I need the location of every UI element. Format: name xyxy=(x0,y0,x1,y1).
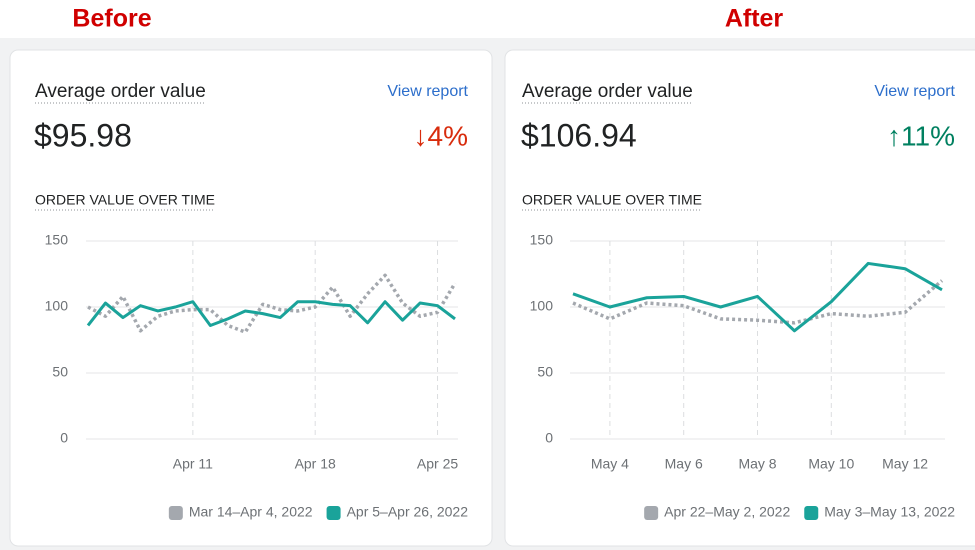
series-line xyxy=(86,300,456,327)
series-line xyxy=(87,273,457,334)
metric-value: $95.98 xyxy=(34,117,132,153)
y-tick-label: 50 xyxy=(52,364,68,380)
card-title: Average order value xyxy=(35,81,206,102)
view-report-link[interactable]: View report xyxy=(874,83,955,100)
x-tick-label: Apr 18 xyxy=(295,456,336,472)
legend-swatch xyxy=(326,506,341,520)
legend-label: Mar 14–Apr 4, 2022 xyxy=(189,504,313,520)
legend-swatch xyxy=(804,506,819,520)
x-tick-label: May 12 xyxy=(882,456,928,472)
change: ↓4% xyxy=(414,120,468,151)
legend-swatch xyxy=(168,506,183,520)
y-tick-label: 0 xyxy=(60,430,68,446)
card xyxy=(9,49,493,547)
x-tick-label: May 10 xyxy=(808,456,854,472)
y-tick-label: 150 xyxy=(45,232,69,248)
view-report-link[interactable]: View report xyxy=(387,83,468,100)
series-line xyxy=(572,279,944,325)
chart-subtitle: ORDER VALUE OVER TIME xyxy=(522,192,702,208)
y-tick-label: 100 xyxy=(45,298,69,314)
metric-value: $106.94 xyxy=(521,117,637,153)
card xyxy=(504,49,975,547)
x-tick-label: Apr 25 xyxy=(417,456,458,472)
panel-label: After xyxy=(725,5,784,33)
x-tick-label: Apr 11 xyxy=(173,456,213,472)
legend-swatch xyxy=(644,506,659,520)
y-tick-label: 150 xyxy=(530,232,554,248)
panel-label: Before xyxy=(72,5,151,33)
y-tick-label: 100 xyxy=(530,298,554,314)
change: ↑11% xyxy=(887,120,955,151)
x-tick-label: May 8 xyxy=(738,456,776,472)
chart-subtitle: ORDER VALUE OVER TIME xyxy=(35,192,215,208)
legend-label: Apr 22–May 2, 2022 xyxy=(664,504,790,520)
x-tick-label: May 6 xyxy=(665,456,703,472)
y-tick-label: 0 xyxy=(545,430,553,446)
card-title: Average order value xyxy=(522,81,693,102)
legend-label: Apr 5–Apr 26, 2022 xyxy=(347,504,469,520)
x-tick-label: May 4 xyxy=(591,456,629,472)
legend-label: May 3–May 13, 2022 xyxy=(824,504,955,520)
series-line xyxy=(572,261,943,333)
y-tick-label: 50 xyxy=(537,364,553,380)
